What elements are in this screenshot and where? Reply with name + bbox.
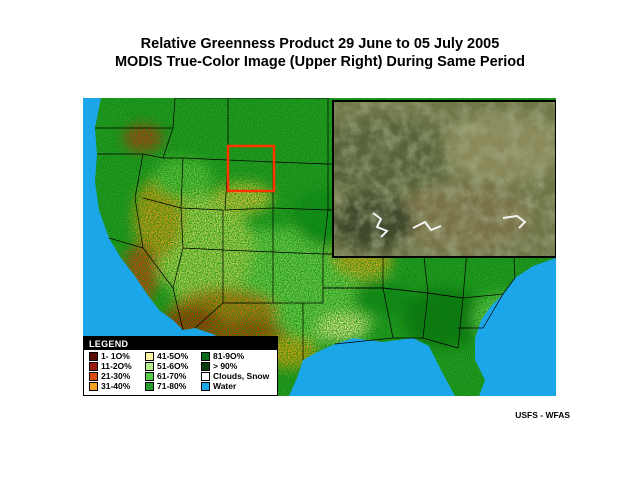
legend-label: 71-80% — [157, 381, 187, 391]
legend-item: 51-6O% — [145, 362, 201, 371]
legend-swatch — [201, 382, 210, 391]
legend-label: Clouds, Snow — [213, 371, 270, 381]
legend-label: 61-70% — [157, 371, 187, 381]
legend-label: Water — [213, 381, 237, 391]
legend-swatch — [201, 362, 210, 371]
legend-item: 31-40% — [89, 382, 145, 391]
legend-swatch — [145, 372, 154, 381]
legend-swatch — [89, 362, 98, 371]
legend-label: 41-5O% — [157, 351, 189, 361]
legend-item: > 90% — [201, 362, 275, 371]
credit: USFS - WFAS — [515, 410, 570, 420]
legend-swatch — [89, 352, 98, 361]
legend-label: 11-2O% — [101, 361, 132, 371]
legend-label: 1- 1O% — [101, 351, 130, 361]
legend: LEGEND 1- 1O% 41-5O% 81-9O% 11-2O% 51-6O… — [83, 336, 278, 396]
legend-swatch — [201, 352, 210, 361]
modis-inset — [332, 100, 556, 258]
legend-item: 61-70% — [145, 372, 201, 381]
legend-grid: 1- 1O% 41-5O% 81-9O% 11-2O% 51-6O% > 90%… — [84, 350, 277, 391]
legend-header: LEGEND — [84, 337, 277, 350]
highlight-box — [226, 144, 276, 193]
legend-label: 21-30% — [101, 371, 131, 381]
legend-swatch — [89, 372, 98, 381]
legend-item: 81-9O% — [201, 352, 275, 361]
legend-item: 11-2O% — [89, 362, 145, 371]
legend-label: 31-40% — [101, 381, 131, 391]
legend-label: > 90% — [213, 361, 238, 371]
legend-label: 81-9O% — [213, 351, 245, 361]
title-line-2: MODIS True-Color Image (Upper Right) Dur… — [114, 54, 526, 70]
legend-swatch — [201, 372, 210, 381]
legend-item: Clouds, Snow — [201, 372, 275, 381]
legend-item: 41-5O% — [145, 352, 201, 361]
title-line-1: Relative Greenness Product 29 June to 05… — [140, 36, 500, 52]
greenness-map — [83, 98, 556, 396]
legend-swatch — [145, 382, 154, 391]
legend-item: 21-30% — [89, 372, 145, 381]
legend-item: 1- 1O% — [89, 352, 145, 361]
legend-label: 51-6O% — [157, 361, 189, 371]
legend-item: Water — [201, 382, 275, 391]
legend-swatch — [145, 352, 154, 361]
legend-item: 71-80% — [145, 382, 201, 391]
legend-swatch — [89, 382, 98, 391]
legend-swatch — [145, 362, 154, 371]
